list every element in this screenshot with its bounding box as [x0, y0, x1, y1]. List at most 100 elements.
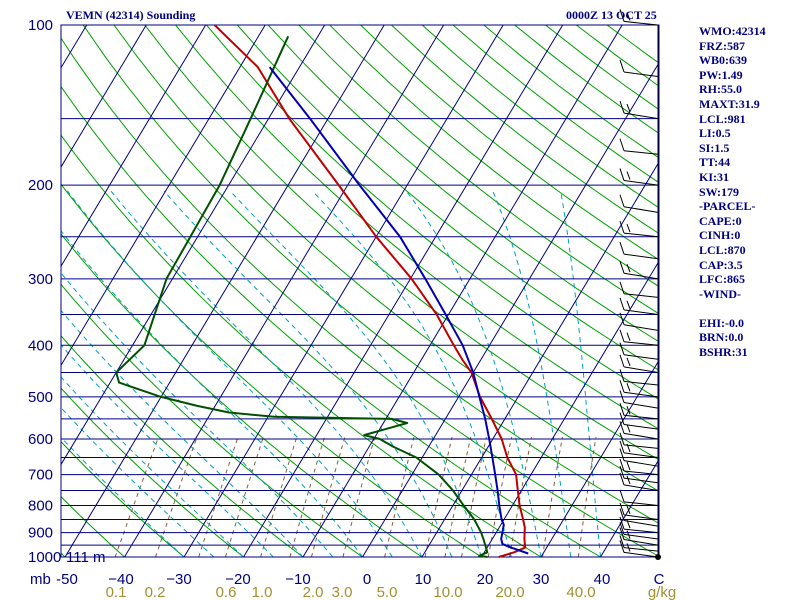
- wind-barb-feather: [626, 424, 631, 433]
- wind-barb-shaft: [623, 551, 659, 558]
- isotherm-line: [302, 25, 623, 558]
- wind-barb-feather: [626, 264, 631, 273]
- index-item: PW:1.49: [699, 67, 743, 82]
- wind-barb-feather: [619, 100, 625, 114]
- isotherm-line: [183, 25, 504, 558]
- mixing-ratio-line: [461, 436, 487, 558]
- index-item: LFC:865: [699, 272, 745, 287]
- isotherm-line: [61, 25, 326, 466]
- wind-barb-feather: [626, 357, 631, 367]
- wind-barb-shaft: [623, 380, 659, 386]
- moist-adiabat-line: [61, 436, 185, 558]
- index-item: [699, 301, 766, 316]
- pressure-tick-label: 700: [28, 467, 53, 484]
- index-item: -PARCEL-: [699, 199, 756, 214]
- wind-barb-shaft: [623, 20, 659, 26]
- mixing-ratio-line: [289, 436, 325, 558]
- temperature-tick-label: C: [654, 571, 665, 588]
- wind-barb-feather: [619, 194, 625, 207]
- sounding-profiles: [115, 25, 529, 558]
- index-item: LCL:981: [699, 111, 746, 126]
- wind-barb-shaft: [623, 460, 659, 467]
- moist-adiabat-line: [492, 190, 572, 558]
- wind-barb-shaft: [623, 514, 659, 520]
- wind-barbs: [619, 9, 661, 560]
- wind-barb-feather: [626, 406, 631, 415]
- moist-adiabat-line: [163, 190, 453, 558]
- plot-border: [60, 24, 660, 558]
- temperature-tick-label: 0: [363, 571, 371, 588]
- wind-barb-feather: [619, 369, 625, 382]
- mixing-ratio-tick-label: 5.0: [377, 584, 398, 600]
- wind-barb-shaft: [623, 341, 659, 346]
- calm-wind-dot: [655, 554, 661, 560]
- index-item: KI:31: [699, 169, 729, 184]
- wind-barb-shaft: [623, 366, 659, 374]
- index-item: FRZ:587: [699, 38, 745, 53]
- index-item: BRN:0.0: [699, 330, 744, 345]
- index-item: EHI:-0.0: [699, 315, 744, 330]
- wind-barb-feather: [626, 223, 631, 233]
- temperature-tick-label: 20: [477, 571, 494, 588]
- moist-adiabat-line: [61, 309, 304, 558]
- wind-barb-shaft: [623, 452, 659, 458]
- wind-barb-feather: [619, 535, 625, 548]
- mixing-ratio-line: [114, 436, 159, 558]
- index-item: TT:44: [699, 155, 731, 170]
- temperature-tick-label: 30: [533, 571, 550, 588]
- wind-barb-shaft: [623, 484, 659, 492]
- wind-barb-feather: [626, 332, 631, 341]
- mixing-ratio-line: [260, 436, 298, 558]
- wind-barb-feather: [619, 241, 625, 255]
- index-item: CAPE:0: [699, 213, 742, 228]
- mixing-ratio-line: [198, 436, 239, 558]
- mixing-ratio-line: [577, 436, 597, 558]
- wind-barb-shaft: [623, 477, 659, 484]
- wind-barb-feather: [619, 138, 625, 151]
- wind-barb-feather: [619, 329, 625, 342]
- mixing-ratio-tick-label: 20.0: [495, 584, 524, 600]
- mixing-ratio-tick-label: 3.0: [332, 584, 353, 600]
- index-item: RH:55.0: [699, 82, 742, 97]
- wind-barb-feather: [626, 300, 631, 310]
- isotherm-line: [61, 25, 266, 367]
- wind-barb-feather: [619, 465, 625, 479]
- wind-barb-feather: [626, 461, 631, 471]
- isotherm-line: [61, 25, 147, 168]
- wind-barb-shaft: [623, 150, 659, 155]
- isotherm-line: [421, 161, 659, 558]
- moist-adiabat-line: [61, 230, 363, 558]
- wind-barb-feather: [619, 472, 625, 486]
- wind-barb-feather: [619, 522, 625, 535]
- isotherm-line: [61, 25, 207, 268]
- mixing-ratio-tick-label: 10.0: [433, 584, 462, 600]
- wind-barb-shaft: [623, 424, 659, 430]
- wind-barb-feather: [619, 527, 625, 540]
- temperature-tick-label: −30: [166, 571, 191, 588]
- pressure-tick-label: 300: [28, 271, 53, 288]
- wind-barb-feather: [626, 383, 631, 392]
- wind-barb-shaft: [623, 391, 659, 398]
- wind-barb-feather: [619, 489, 625, 503]
- wind-barb-feather: [619, 281, 625, 294]
- index-item: LI:0.5: [699, 126, 731, 141]
- wind-barb-feather: [619, 380, 625, 393]
- wind-barb-feather: [626, 12, 631, 21]
- pressure-tick-label: 100: [28, 17, 53, 34]
- surface-height-label: 111 m: [66, 549, 105, 566]
- wind-barb-feather: [619, 220, 625, 234]
- parcel-line: [268, 66, 529, 555]
- index-item: WMO:42314: [699, 24, 766, 38]
- isotherm-line: [481, 260, 659, 558]
- isotherm-line: [600, 458, 659, 558]
- wind-barb-shaft: [623, 324, 659, 331]
- moist-adiabat-line: [229, 190, 482, 558]
- mixing-ratio-tick-label: 0.6: [216, 584, 237, 600]
- pressure-tick-label: 1000: [28, 549, 61, 566]
- mixing-ratio-line: [155, 436, 198, 558]
- wind-barb-feather: [626, 543, 631, 552]
- mixing-ratio-line: [224, 436, 264, 558]
- wind-barb-feather: [619, 59, 625, 73]
- wind-barb-feather: [619, 168, 625, 181]
- wind-barb-feather: [619, 448, 625, 461]
